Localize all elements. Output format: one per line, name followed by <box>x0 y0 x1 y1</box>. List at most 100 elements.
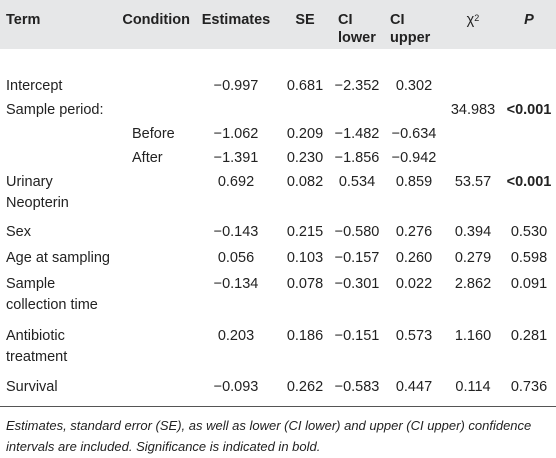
cell-chi-square: 53.57 <box>454 174 492 190</box>
cell-chi-square: 2.862 <box>454 276 492 292</box>
cell-term: Survival <box>0 368 116 407</box>
header-condition: Condition <box>122 12 190 28</box>
cell-p-value <box>502 121 556 145</box>
cell-ci-upper: 0.573 <box>395 328 433 344</box>
cell-estimates: 0.203 <box>217 328 255 344</box>
cell-se: 0.082 <box>286 174 324 190</box>
cell-p-value <box>502 145 556 169</box>
cell-ci-upper: 0.447 <box>384 368 444 407</box>
cell-p-value: 0.598 <box>510 250 548 266</box>
cell-ci-lower: −0.583 <box>330 368 384 407</box>
table-row: Before −1.062 0.209 −1.482 −0.634 <box>0 121 556 145</box>
table-footnote: Estimates, standard error (SE), as well … <box>6 418 532 454</box>
cell-condition <box>116 49 192 97</box>
cell-se: 0.230 <box>286 150 324 166</box>
cell-term: Sample period: <box>6 102 104 118</box>
table-row: Sample collection time −0.134 0.078 −0.3… <box>0 269 556 316</box>
cell-estimates: −1.062 <box>213 126 259 142</box>
cell-ci-upper: 0.276 <box>395 224 433 240</box>
cell-condition: Before <box>132 126 175 142</box>
cell-condition <box>116 368 192 407</box>
cell-ci-upper: 0.302 <box>395 78 433 94</box>
cell-estimates: 0.692 <box>217 174 255 190</box>
cell-ci-lower: −0.151 <box>334 328 380 344</box>
header-ci-lower: CI lower <box>330 0 384 49</box>
cell-ci-lower: −1.482 <box>334 126 380 142</box>
cell-term: Intercept <box>6 78 63 94</box>
table-row: After −1.391 0.230 −1.856 −0.942 <box>0 145 556 169</box>
cell-estimates: 0.056 <box>217 250 255 266</box>
cell-ci-upper: 0.022 <box>395 276 433 292</box>
cell-condition <box>116 169 192 214</box>
cell-p-value: 0.530 <box>510 224 548 240</box>
cell-term: Antibiotic treatment <box>6 328 68 365</box>
cell-condition <box>116 214 192 243</box>
cell-ci-lower: 0.534 <box>338 174 376 190</box>
header-ci-lower-line2: lower <box>338 30 376 46</box>
cell-ci-lower: −2.352 <box>334 78 380 94</box>
header-estimates: Estimates <box>201 12 271 28</box>
cell-estimates <box>192 97 280 121</box>
cell-chi-square: 34.983 <box>450 102 496 118</box>
cell-se <box>280 97 330 121</box>
cell-p-value <box>502 49 556 97</box>
cell-p-value: 0.736 <box>502 368 556 407</box>
cell-ci-upper <box>384 97 444 121</box>
cell-ci-upper: −0.634 <box>391 126 437 142</box>
cell-p-value: <0.001 <box>506 174 552 190</box>
cell-term <box>0 145 116 169</box>
cell-ci-upper: −0.942 <box>391 150 437 166</box>
cell-p-value: 0.091 <box>510 276 548 292</box>
cell-condition <box>116 316 192 368</box>
cell-p-value: 0.281 <box>510 328 548 344</box>
header-ci-upper-line1: CI <box>390 12 405 28</box>
header-chi-symbol: χ <box>466 12 475 28</box>
header-term: Term <box>6 12 41 28</box>
cell-term: Urinary Neopterin <box>6 174 69 211</box>
cell-ci-upper: 0.260 <box>395 250 433 266</box>
header-ci-upper: CI upper <box>384 0 444 49</box>
cell-estimates: −0.093 <box>192 368 280 407</box>
cell-se: 0.186 <box>286 328 324 344</box>
header-se: SE <box>295 12 315 28</box>
header-ci-lower-line1: CI <box>338 12 353 28</box>
cell-ci-lower: −0.301 <box>334 276 380 292</box>
cell-ci-lower: −0.157 <box>334 250 380 266</box>
cell-p-value: <0.001 <box>506 102 552 118</box>
table-row: Sample period: 34.983 <0.001 <box>0 97 556 121</box>
table-row: Age at sampling 0.056 0.103 −0.157 0.260… <box>0 243 556 269</box>
cell-estimates: −1.391 <box>213 150 259 166</box>
cell-term <box>0 121 116 145</box>
cell-chi-square <box>444 121 502 145</box>
cell-ci-lower: −1.856 <box>334 150 380 166</box>
cell-se: 0.103 <box>286 250 324 266</box>
cell-se: 0.681 <box>286 78 324 94</box>
cell-se: 0.215 <box>286 224 324 240</box>
cell-chi-square <box>444 49 502 97</box>
cell-chi-square: 0.114 <box>444 368 502 407</box>
table-header-row: Term Condition Estimates SE CI lower CI up… <box>0 0 556 49</box>
table-row: Sex −0.143 0.215 −0.580 0.276 0.394 0.53… <box>0 214 556 243</box>
header-p-value: P <box>524 12 534 28</box>
cell-chi-square: 1.160 <box>454 328 492 344</box>
cell-se: 0.262 <box>280 368 330 407</box>
cell-term: Age at sampling <box>6 250 110 266</box>
cell-condition: After <box>132 150 163 166</box>
cell-se: 0.078 <box>286 276 324 292</box>
cell-ci-lower <box>330 97 384 121</box>
cell-ci-lower: −0.580 <box>334 224 380 240</box>
cell-chi-square: 0.279 <box>454 250 492 266</box>
cell-ci-upper: 0.859 <box>395 174 433 190</box>
model-results-table: Term Condition Estimates SE CI lower CI up… <box>0 0 556 407</box>
cell-estimates: −0.143 <box>213 224 259 240</box>
cell-term: Sample collection time <box>6 276 98 313</box>
cell-estimates: −0.134 <box>213 276 259 292</box>
cell-condition <box>116 269 192 316</box>
header-chi-square: χ2 <box>444 0 502 49</box>
table-row: Intercept −0.997 0.681 −2.352 0.302 <box>0 49 556 97</box>
table-row: Urinary Neopterin 0.692 0.082 0.534 0.85… <box>0 169 556 214</box>
cell-term: Sex <box>6 224 31 240</box>
cell-se: 0.209 <box>286 126 324 142</box>
header-ci-upper-line2: upper <box>390 30 431 46</box>
cell-chi-square <box>444 145 502 169</box>
